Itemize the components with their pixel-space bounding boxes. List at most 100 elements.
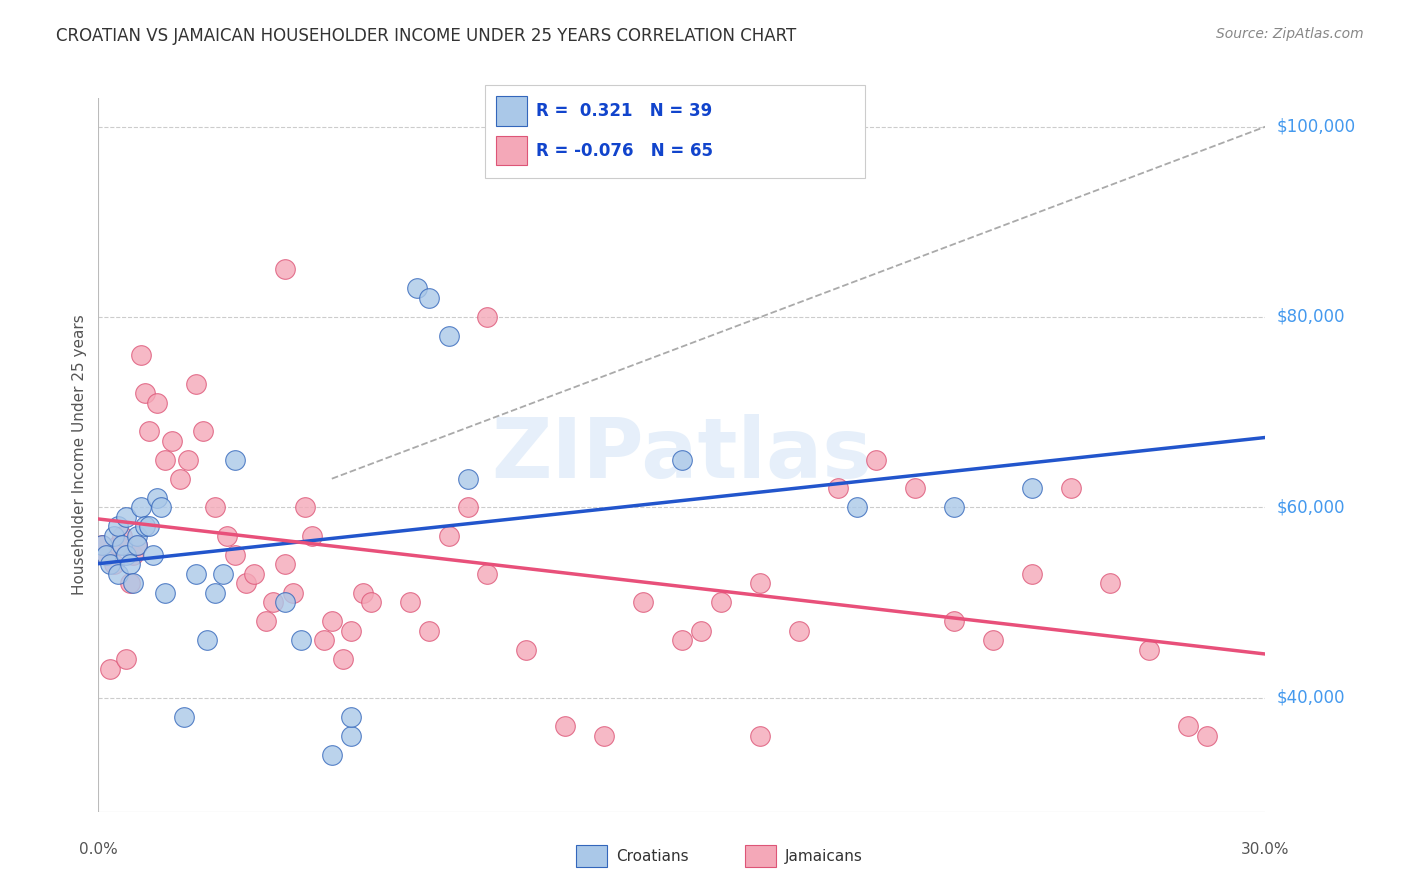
Text: $80,000: $80,000: [1277, 308, 1346, 326]
Point: [96, 548, 118, 562]
Point: [129, 500, 152, 515]
Point: [281, 586, 304, 600]
Text: Jamaicans: Jamaicans: [785, 849, 862, 863]
Point: [477, 566, 499, 581]
Point: [169, 472, 191, 486]
Point: [418, 624, 440, 638]
Point: [224, 548, 246, 562]
Point: [1021, 566, 1043, 581]
Point: [98, 558, 121, 572]
Point: [981, 633, 1004, 648]
Point: [184, 376, 207, 391]
Point: [274, 595, 297, 609]
Point: [127, 538, 149, 552]
Point: [418, 291, 440, 305]
Point: [138, 519, 160, 533]
Point: [114, 509, 136, 524]
Point: [1137, 643, 1160, 657]
Point: [340, 624, 363, 638]
Point: [146, 491, 169, 505]
Point: [748, 729, 770, 743]
Point: [457, 500, 479, 515]
Point: [787, 624, 810, 638]
Point: [134, 386, 156, 401]
Point: [593, 729, 616, 743]
Text: $40,000: $40,000: [1277, 689, 1346, 706]
Point: [845, 500, 868, 515]
Point: [107, 538, 129, 552]
Text: R = -0.076   N = 65: R = -0.076 N = 65: [536, 142, 713, 160]
Point: [149, 500, 172, 515]
Point: [515, 643, 537, 657]
Point: [710, 595, 733, 609]
Point: [129, 348, 152, 362]
Y-axis label: Householder Income Under 25 years: Householder Income Under 25 years: [72, 315, 87, 595]
Point: [134, 519, 156, 533]
Text: $100,000: $100,000: [1277, 118, 1357, 136]
Point: [204, 500, 226, 515]
Text: Croatians: Croatians: [616, 849, 689, 863]
Point: [1195, 729, 1218, 743]
Point: [294, 500, 316, 515]
Point: [146, 395, 169, 409]
Point: [321, 615, 343, 629]
Point: [195, 633, 218, 648]
Point: [107, 519, 129, 533]
Point: [235, 576, 257, 591]
Point: [142, 548, 165, 562]
Point: [352, 586, 374, 600]
Point: [118, 576, 141, 591]
Point: [96, 548, 118, 562]
Point: [943, 615, 966, 629]
Point: [118, 558, 141, 572]
Point: [91, 538, 114, 552]
Point: [114, 548, 136, 562]
Text: R =  0.321   N = 39: R = 0.321 N = 39: [536, 102, 711, 120]
Point: [122, 576, 145, 591]
Point: [1060, 481, 1083, 495]
Point: [332, 652, 354, 666]
Point: [398, 595, 420, 609]
Point: [212, 566, 235, 581]
Point: [204, 586, 226, 600]
Point: [193, 424, 215, 438]
Point: [437, 329, 460, 343]
Point: [103, 529, 125, 543]
Point: [243, 566, 266, 581]
Point: [224, 452, 246, 467]
Point: [184, 566, 207, 581]
Point: [122, 548, 145, 562]
Text: Source: ZipAtlas.com: Source: ZipAtlas.com: [1216, 27, 1364, 41]
Point: [1021, 481, 1043, 495]
Point: [290, 633, 312, 648]
Point: [827, 481, 849, 495]
Point: [748, 576, 770, 591]
Point: [173, 709, 195, 723]
Point: [312, 633, 335, 648]
Point: [153, 586, 176, 600]
Point: [690, 624, 713, 638]
Point: [943, 500, 966, 515]
Point: [111, 529, 134, 543]
Point: [437, 529, 460, 543]
Point: [865, 452, 887, 467]
Text: 0.0%: 0.0%: [79, 842, 118, 857]
Point: [177, 452, 200, 467]
Point: [98, 662, 121, 676]
Text: CROATIAN VS JAMAICAN HOUSEHOLDER INCOME UNDER 25 YEARS CORRELATION CHART: CROATIAN VS JAMAICAN HOUSEHOLDER INCOME …: [56, 27, 796, 45]
Point: [162, 434, 184, 448]
Point: [340, 709, 363, 723]
Point: [127, 529, 149, 543]
Point: [138, 424, 160, 438]
Point: [1177, 719, 1199, 733]
Point: [554, 719, 576, 733]
Point: [107, 566, 129, 581]
Point: [254, 615, 277, 629]
Point: [631, 595, 654, 609]
Point: [1098, 576, 1121, 591]
Text: 30.0%: 30.0%: [1241, 842, 1289, 857]
Point: [215, 529, 238, 543]
Point: [301, 529, 323, 543]
Text: $60,000: $60,000: [1277, 499, 1346, 516]
Point: [114, 652, 136, 666]
